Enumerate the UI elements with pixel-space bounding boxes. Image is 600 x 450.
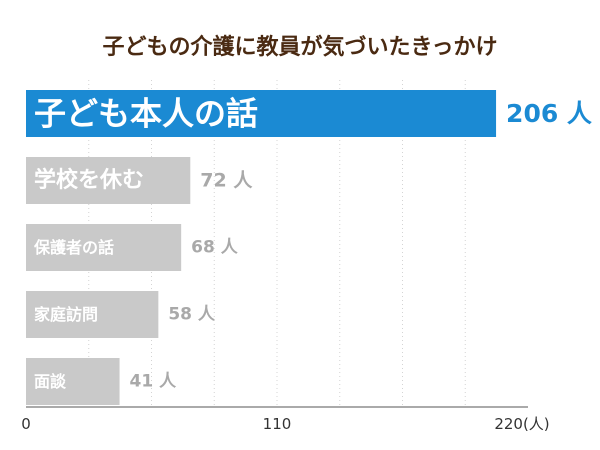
value-label: 206 人 [506,99,592,128]
grid [88,80,466,407]
x-tick-label: 0 [21,415,31,433]
bar-label: 学校を休む [34,167,144,193]
bar [26,358,120,405]
bar [26,224,182,271]
bar [26,291,159,338]
x-tick-label: 220(人) [494,415,549,433]
chart-title: 子どもの介護に教員が気づいたきっかけ [102,34,497,60]
value-label: 58 人 [168,305,216,325]
bar [26,90,497,137]
bar [26,157,191,204]
value-label: 68 人 [191,238,239,258]
bar-label: 家庭訪問 [34,305,98,324]
x-tick-label: 110 [263,415,292,433]
value-label: 72 人 [200,170,253,192]
x-axis-ticks: 0 110 220(人) [21,415,549,433]
bar-label: 子ども本人の話 [34,95,258,133]
bar-label: 保護者の話 [33,238,114,257]
value-label: 41 人 [130,372,178,392]
bar-label: 面談 [34,372,67,391]
